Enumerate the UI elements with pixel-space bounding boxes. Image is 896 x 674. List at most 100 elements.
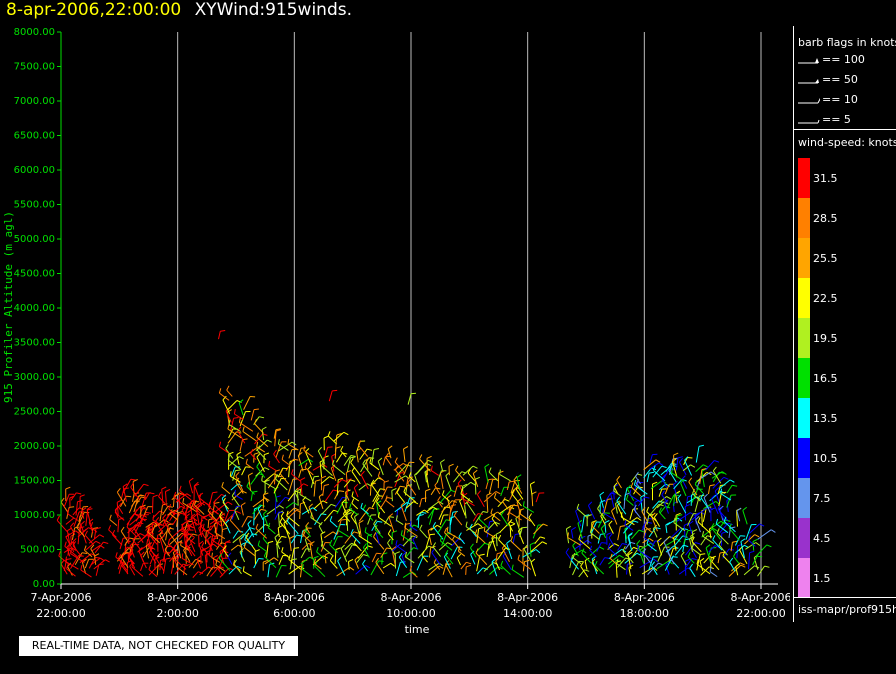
wind-barb (712, 466, 722, 484)
wind-barb (522, 559, 530, 572)
wind-barb-staff (469, 547, 477, 558)
wind-barb-flag (109, 514, 112, 520)
wind-barb (510, 536, 523, 552)
wind-barb-flag (199, 493, 202, 499)
wind-barb-staff (476, 555, 481, 572)
wind-barb-flag (200, 502, 206, 506)
x-tick-label-time: 10:00:00 (386, 607, 435, 620)
wind-barb-staff (333, 431, 345, 442)
wind-barb-staff (152, 496, 154, 513)
wind-barb-flag (362, 504, 367, 510)
wind-barb (230, 417, 239, 432)
wind-barb-staff (119, 538, 124, 550)
y-tick-label: 1000.00 (14, 510, 55, 521)
wind-barb-flag (288, 554, 291, 560)
wind-barb-staff (673, 494, 676, 506)
wind-barb-staff (183, 534, 196, 545)
wind-barb-staff (723, 521, 736, 533)
wind-barb-staff (227, 459, 242, 471)
wind-barb (643, 459, 661, 471)
wind-barb-flag (624, 519, 627, 526)
wind-barb-staff (333, 479, 343, 488)
wind-barb (651, 561, 658, 576)
wind-barb-flag (189, 477, 194, 482)
wind-barb (256, 462, 266, 478)
wind-barb-flag (198, 540, 204, 545)
wind-barb (388, 513, 395, 533)
wind-barb-flag (254, 549, 260, 552)
wind-barb-staff (419, 498, 423, 508)
wind-barb-staff (194, 485, 201, 502)
wind-barb-staff (427, 530, 432, 546)
wind-barb-flag (213, 543, 218, 548)
wind-barb-flag (658, 507, 662, 513)
wind-barb (728, 523, 740, 541)
wind-barb-staff (405, 556, 415, 564)
wind-barb-staff (616, 500, 627, 515)
wind-barb-staff (362, 547, 370, 558)
wind-barb-flag (691, 543, 694, 549)
wind-barb-staff (250, 453, 257, 461)
wind-barb (134, 483, 149, 497)
wind-barb (227, 455, 242, 471)
wind-barb (164, 545, 171, 557)
wind-barb-staff (453, 486, 458, 497)
barb-flag-item: == 100 (798, 53, 893, 67)
wind-barb-staff (132, 539, 141, 550)
wind-barb-staff (578, 538, 592, 551)
wind-barb-staff (412, 539, 419, 550)
wind-barb-staff (228, 424, 241, 432)
wind-barb-flag (395, 551, 400, 555)
wind-barb (344, 544, 358, 558)
wind-barb-staff (452, 539, 462, 552)
wind-barb (275, 474, 288, 491)
wind-barb-staff (256, 446, 266, 453)
wind-barb-flag (636, 517, 642, 521)
wind-barb-staff (641, 566, 654, 575)
wind-barb-staff (396, 492, 405, 503)
wind-barb-flag (394, 465, 399, 471)
wind-barb (253, 452, 259, 463)
wind-barb-flag (108, 525, 112, 530)
wind-barb (346, 456, 356, 473)
wind-barb-staff (484, 530, 497, 539)
wind-barb-flag (690, 464, 696, 468)
wind-barb-flag (483, 526, 486, 532)
wind-barb-staff (646, 472, 650, 483)
wind-barb-flag (663, 501, 669, 505)
wind-barb-staff (403, 491, 417, 503)
wind-barb (439, 514, 449, 526)
wind-barb-staff (512, 534, 516, 544)
wind-barb (511, 564, 525, 578)
wind-barb-staff (151, 524, 156, 534)
wind-barb-flag (84, 530, 88, 536)
wind-barb (288, 554, 302, 570)
wind-barb-staff (298, 469, 302, 478)
wind-barb-staff (346, 457, 351, 473)
wind-barb-flag (679, 457, 683, 463)
wind-barb-staff (627, 536, 633, 551)
wind-barb-staff (208, 506, 219, 515)
wind-barb-flag (651, 512, 656, 517)
x-tick-label-date: 8-Apr-2006 (730, 591, 790, 604)
wind-barb (625, 546, 639, 557)
wind-barb-staff (699, 561, 704, 572)
wind-barb-staff (519, 527, 523, 537)
wind-barb-staff (243, 547, 256, 557)
wind-barb (409, 565, 418, 578)
wind-barb-flag (757, 555, 763, 558)
wind-barb-staff (576, 508, 589, 519)
wind-barb (213, 499, 226, 516)
wind-barb-staff (513, 479, 523, 494)
wind-barb (247, 472, 253, 491)
wind-barb-staff (517, 530, 525, 544)
wind-barb-flag (121, 560, 125, 566)
wind-barb-staff (341, 502, 347, 515)
wind-barb-staff (711, 471, 723, 479)
wind-barb (649, 503, 664, 516)
wind-barb-flag (307, 465, 312, 470)
wind-barb (354, 556, 359, 569)
wind-barb-flag (511, 564, 514, 570)
wind-barb (94, 541, 109, 554)
wind-barb-staff (656, 560, 669, 570)
